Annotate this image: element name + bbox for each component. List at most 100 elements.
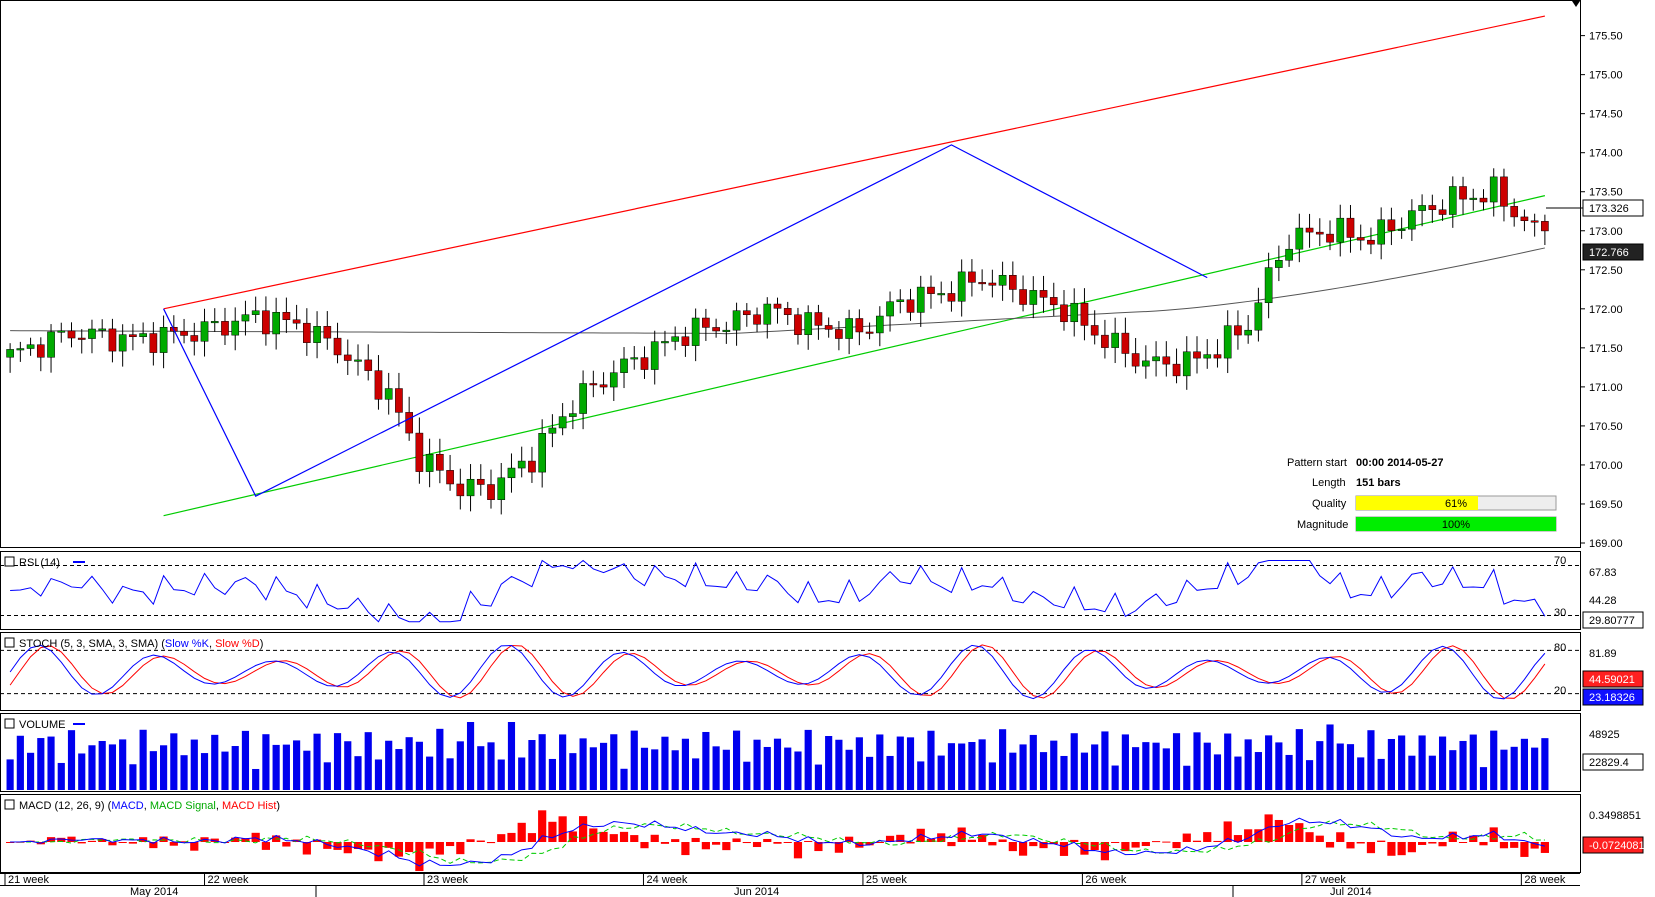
candle-body [661,341,669,344]
volume-bar [712,746,720,790]
candle-body [1049,297,1058,306]
main-panel-frame [0,0,1581,548]
volume-close-icon[interactable] [4,718,15,729]
rsi-value: 29.80777 [1589,615,1635,627]
candle-body [497,477,506,500]
price-tick-label: 169.50 [1589,499,1623,511]
volume-bar [1520,738,1529,790]
volume-bar [886,755,894,790]
rsi-line [10,559,1546,623]
candle-body [1264,267,1273,304]
candle-body [1428,205,1437,210]
candle-body [159,326,168,353]
volume-bar [108,744,117,790]
macd-hist-bar [896,834,905,842]
candle-body [640,357,649,370]
quality-text: 61% [1445,498,1467,510]
macd-signal-line [10,820,1545,864]
volume-bar [354,756,362,790]
volume-bar [579,738,587,790]
stoch-d-value: 44.59021 [1589,674,1635,686]
stoch-title: STOCH (5, 3, SMA, 3, SMA) [19,638,158,650]
macd-hist-bar [926,838,936,842]
macd-hist-bar [415,842,424,872]
volume-bar [190,739,198,790]
macd-hist-bar [681,842,690,856]
volume-bar [958,743,966,790]
magnitude-fill [1356,517,1556,531]
volume-bar [1244,739,1252,790]
candle-body [88,328,96,339]
volume-bar [743,761,751,790]
candle-body [1009,274,1017,290]
volume-bar [37,738,45,790]
candle-body [1029,290,1038,305]
volume-bar [272,744,280,790]
candle-body [1152,356,1160,362]
macd-hist-bar [1397,842,1406,856]
candle-body [487,484,495,500]
candle-body [1367,239,1375,245]
macd-hist-bar [1295,823,1304,842]
candle-body [1326,233,1334,243]
candle-body [241,314,250,322]
macd-title: MACD (12, 26, 9) [19,800,105,812]
candle-body [313,326,321,343]
macd-hist-bar [916,828,925,842]
macd-hist-bar [804,840,813,842]
price-tick-label: 174.50 [1589,109,1623,121]
candle-body [968,271,976,283]
candle-body [927,286,935,294]
support-line [163,195,1546,517]
macd-series [6,810,1549,872]
candle-body [732,310,741,331]
volume-bar [1469,734,1477,790]
volume-bar [569,753,577,790]
volume-bar [1213,754,1222,790]
candle-body [77,337,86,340]
volume-bar [1377,758,1385,790]
volume-bar [661,736,669,790]
candle-body [425,453,434,472]
volume-bar [702,731,710,790]
macd-hist-bar [374,842,383,862]
rsi-level-70: 70 [1554,555,1566,567]
volume-bar [47,736,55,790]
candle-body [630,357,639,360]
macd-hist-bar [1203,832,1212,842]
price-tick-label: 172.50 [1589,265,1623,277]
candle-body [1500,176,1508,207]
volume-tick: 48925 [1589,729,1620,741]
macd-hist-bar [108,842,117,846]
volume-bar [1398,735,1406,790]
volume-bar [1438,736,1447,790]
volume-bar [1111,765,1119,790]
volume-bar [1224,733,1232,790]
volume-bar [374,759,383,790]
scroll-indicator-icon[interactable] [1572,1,1580,7]
candle-body [609,372,618,388]
macd-hist-bar [394,842,404,857]
candle-body [1469,197,1478,200]
candle-body [742,310,751,316]
volume-bar [1019,744,1027,790]
macd-hist-bar [957,827,966,842]
volume-bar [1285,754,1293,790]
candle-body [507,467,516,479]
macd-hist-bar [712,842,721,845]
candle-body [753,314,761,325]
volume-bar [1203,742,1211,790]
magnitude-label: Magnitude [1297,519,1348,531]
volume-bar [303,750,311,790]
candle-body [620,358,628,373]
candle-body [1203,354,1212,359]
volume-bar [231,746,239,790]
stoch-close-icon[interactable] [4,637,15,648]
macd-close-icon[interactable] [4,799,15,810]
macd-header: MACD (12, 26, 9) (MACD, MACD Signal, MAC… [4,799,280,812]
rsi-header: RSI (14) [4,556,85,569]
volume-bar [937,755,945,790]
rsi-close-icon[interactable] [4,556,15,567]
volume-title: VOLUME [19,719,65,731]
